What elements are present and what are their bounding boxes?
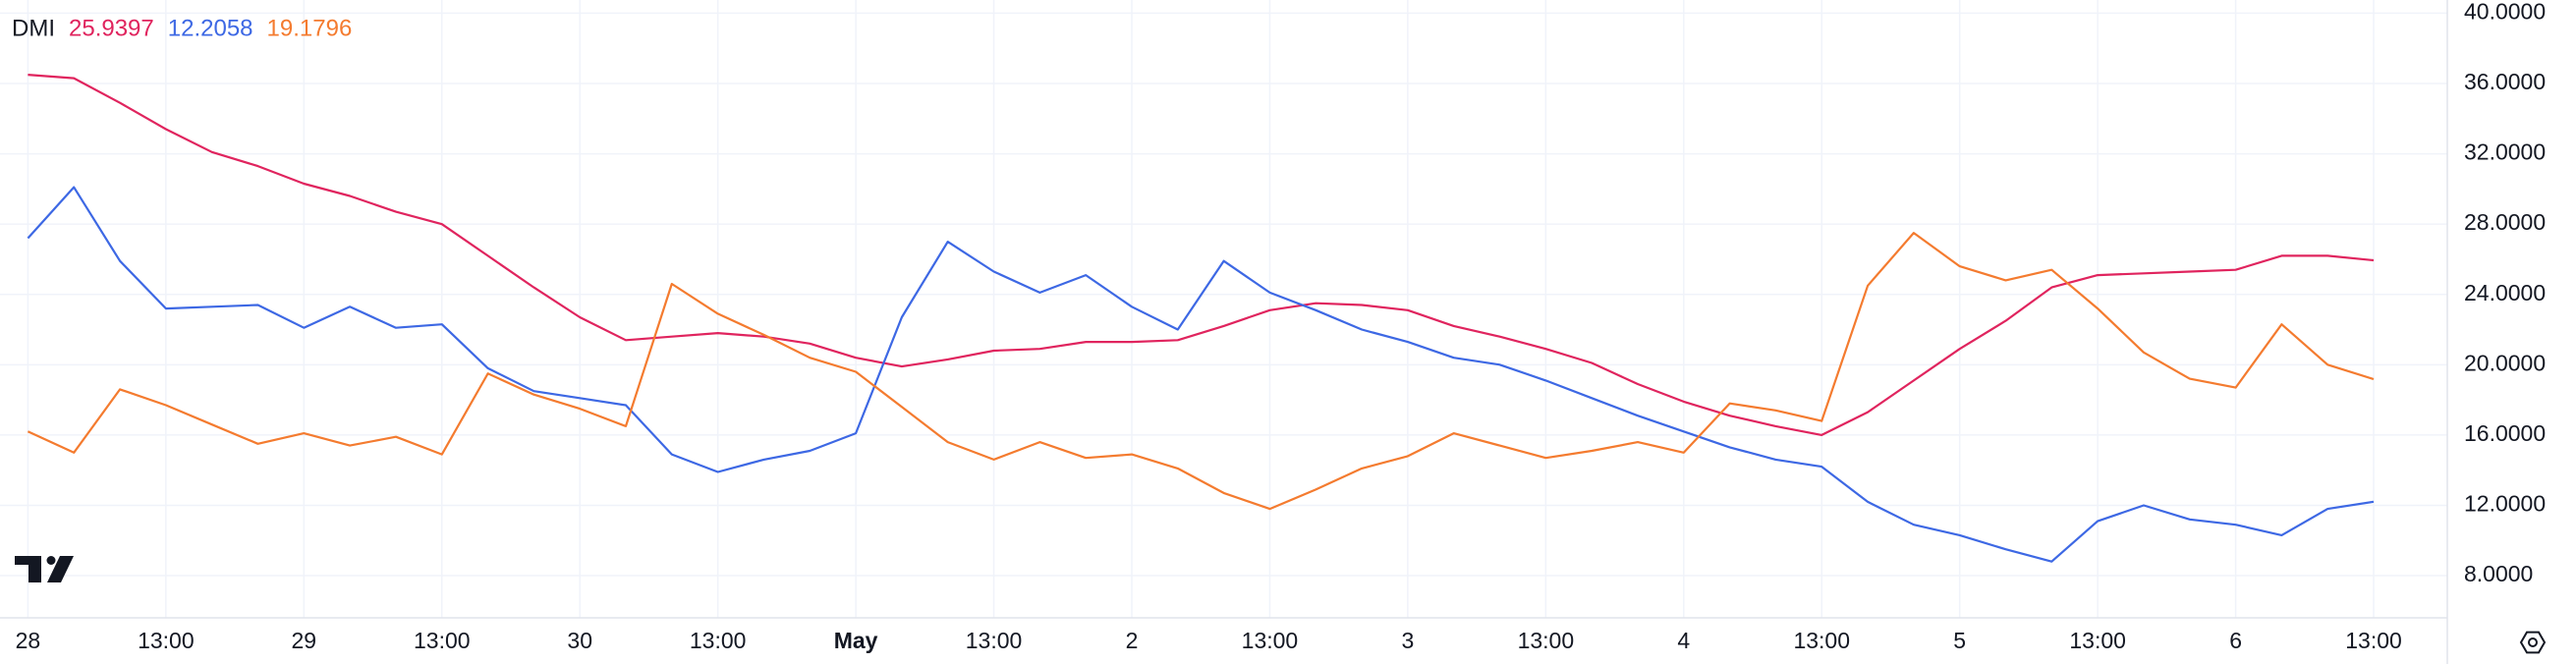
x-tick-label: May bbox=[834, 628, 878, 653]
x-tick-label: 13:00 bbox=[966, 628, 1023, 653]
y-tick-label: 8.0000 bbox=[2464, 561, 2533, 586]
x-tick-label: 30 bbox=[567, 628, 592, 653]
x-tick-label: 13:00 bbox=[1518, 628, 1575, 653]
x-tick-label: 28 bbox=[16, 628, 41, 653]
legend: DMI 25.9397 12.2058 19.1796 bbox=[12, 15, 352, 41]
y-tick-label: 12.0000 bbox=[2464, 491, 2546, 517]
y-tick-label: 24.0000 bbox=[2464, 280, 2546, 305]
y-tick-label: 32.0000 bbox=[2464, 139, 2546, 165]
y-tick-label: 16.0000 bbox=[2464, 420, 2546, 446]
x-tick-label: 29 bbox=[292, 628, 317, 653]
legend-value: 19.1796 bbox=[267, 15, 353, 41]
x-tick-label: 6 bbox=[2229, 628, 2242, 653]
legend-value: 25.9397 bbox=[69, 15, 154, 41]
y-tick-label: 36.0000 bbox=[2464, 69, 2546, 94]
x-tick-label: 2 bbox=[1126, 628, 1139, 653]
y-tick-label: 28.0000 bbox=[2464, 209, 2546, 235]
x-tick-label: 13:00 bbox=[414, 628, 471, 653]
labels: 8.0000 12.0000 16.0000 20.0000 24.0000 28.000… bbox=[16, 0, 2547, 653]
x-tick-label: 4 bbox=[1677, 628, 1690, 653]
tradingview-logo bbox=[15, 556, 74, 582]
series-line bbox=[27, 186, 2375, 563]
x-tick-label: 13:00 bbox=[1793, 628, 1850, 653]
grid bbox=[0, 0, 2447, 618]
x-tick-label: 3 bbox=[1402, 628, 1415, 653]
x-tick-label: 13:00 bbox=[1242, 628, 1299, 653]
plot bbox=[27, 74, 2375, 563]
settings-icon[interactable] bbox=[2519, 631, 2547, 654]
legend-value: 12.2058 bbox=[168, 15, 253, 41]
x-tick-label: 13:00 bbox=[2069, 628, 2126, 653]
series-line bbox=[27, 232, 2375, 511]
x-tick-label: 5 bbox=[1953, 628, 1966, 653]
y-tick-label: 20.0000 bbox=[2464, 350, 2546, 375]
series-line bbox=[28, 74, 2375, 436]
x-tick-label: 13:00 bbox=[690, 628, 747, 653]
x-tick-label: 13:00 bbox=[138, 628, 195, 653]
x-tick-label: 13:00 bbox=[2345, 628, 2402, 653]
y-tick-label: 40.0000 bbox=[2464, 0, 2546, 24]
legend-title: DMI bbox=[12, 15, 55, 41]
